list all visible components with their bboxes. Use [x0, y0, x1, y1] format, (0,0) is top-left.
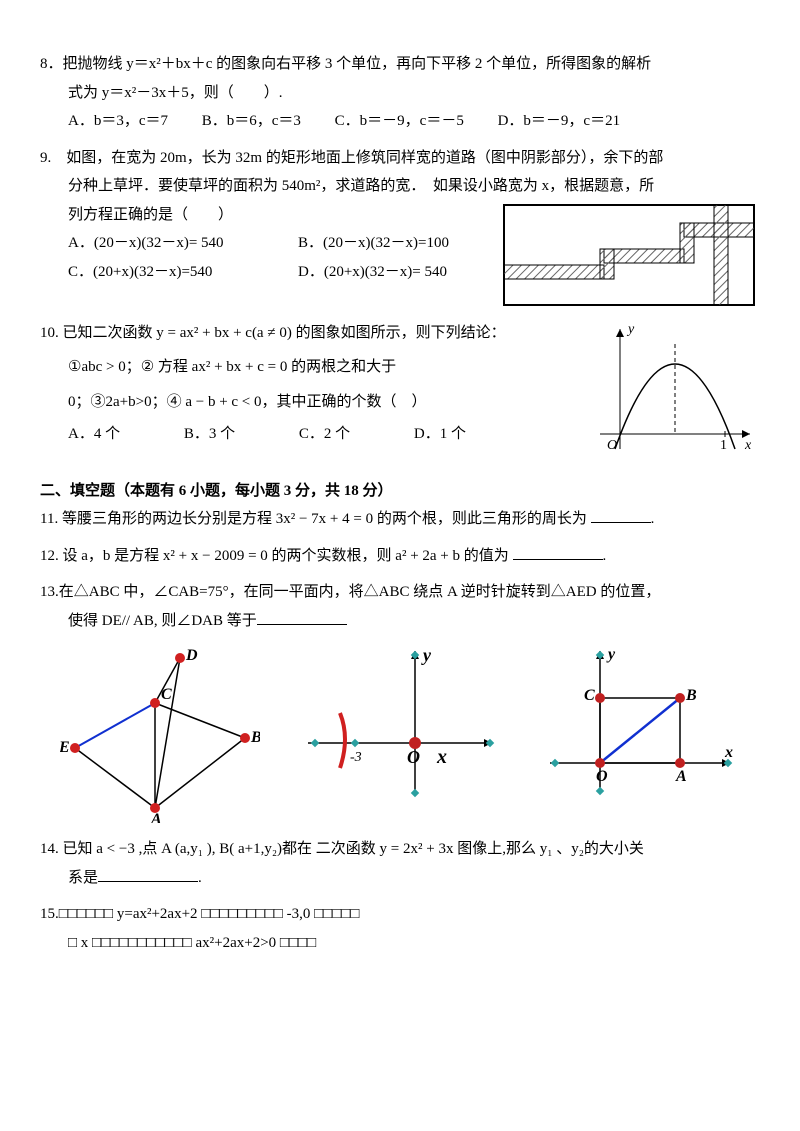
q9-optB: B．(20－x)(32－x)=100 — [298, 229, 449, 258]
q13-blank[interactable] — [257, 609, 347, 625]
q8-optA: A．b＝3，c＝7 — [68, 107, 168, 136]
svg-text:D: D — [185, 647, 198, 664]
q10-figure: O x y 1 — [590, 319, 760, 469]
q12-blank[interactable] — [513, 544, 603, 560]
q9-stem1: 如图，在宽为 20m，长为 32m 的矩形地面上修筑同样宽的道路（图中阴影部分）… — [66, 150, 663, 166]
q8-optD: D．b＝－9，c＝21 — [498, 107, 621, 136]
q10-stem2: ①abc > 0；② 方程 ax² + bx + c = 0 的两根之和大于 — [40, 353, 590, 382]
q9-optA: A．(20－x)(32－x)= 540 — [68, 229, 268, 258]
q11: 11. 等腰三角形的两边长分别是方程 3x² − 7x + 4 = 0 的两个根… — [40, 505, 760, 534]
q8-optB: B．b＝6，c＝3 — [202, 107, 301, 136]
road-diagram — [500, 201, 760, 311]
q13-line1: 在△ABC 中，∠CAB=75°，在同一平面内，将△ABC 绕点 A 逆时针旋转… — [59, 584, 661, 600]
q8: 8．把抛物线 y＝x²＋bx＋c 的图象向右平移 3 个单位，再向下平移 2 个… — [40, 50, 760, 136]
q8-stem2: 式为 y＝x²－3x＋5，则（ ）. — [40, 79, 760, 108]
parabola-graph: O x y 1 — [590, 319, 760, 469]
q9-optD: D．(20+x)(32－x)= 540 — [298, 258, 447, 287]
svg-text:y: y — [421, 645, 432, 665]
svg-text:E: E — [60, 739, 70, 756]
q9-num: 9. — [40, 150, 51, 166]
q10-line1: 10. 已知二次函数 y = ax² + bx + c(a ≠ 0) 的图象如图… — [40, 319, 590, 348]
q9-line1: 9. 如图，在宽为 20m，长为 32m 的矩形地面上修筑同样宽的道路（图中阴影… — [40, 144, 760, 173]
q10-optB: B．3 个 — [184, 420, 235, 449]
section2-header: 二、填空题（本题有 6 小题，每小题 3 分，共 18 分） — [40, 477, 760, 506]
q11-text: 等腰三角形的两边长分别是方程 3x² − 7x + 4 = 0 的两个根，则此三… — [62, 511, 587, 527]
q8-num: 8． — [40, 56, 63, 72]
q9-stem2: 分种上草坪．要使草坪的面积为 540m²，求道路的宽． 如果设小路宽为 x，根据… — [40, 172, 760, 201]
q10-stem1: 已知二次函数 y = ax² + bx + c(a ≠ 0) 的图象如图所示，则… — [63, 325, 506, 341]
q8-stem1: 把抛物线 y＝x²＋bx＋c 的图象向右平移 3 个单位，再向下平移 2 个单位… — [63, 56, 652, 72]
q10: 10. 已知二次函数 y = ax² + bx + c(a ≠ 0) 的图象如图… — [40, 319, 760, 469]
q14: 14. 已知 a < −3 ,点 A (a,y₁ ), B( a+1,y₂)都在… — [40, 835, 760, 892]
q12: 12. 设 a，b 是方程 x² + x − 2009 = 0 的两个实数根，则… — [40, 542, 760, 571]
q15-num: 15. — [40, 906, 59, 922]
q9-stem3: 列方程正确的是（ ） — [40, 201, 500, 230]
svg-text:1: 1 — [720, 438, 727, 453]
q13-figures: A B C D E x y O -3 O A B Cy x — [40, 643, 760, 823]
q10-optA: A．4 个 — [68, 420, 120, 449]
svg-text:O: O — [596, 768, 608, 785]
q13-num: 13. — [40, 584, 59, 600]
q8-options: A．b＝3，c＝7 B．b＝6，c＝3 C．b＝－9，c＝－5 D．b＝－9，c… — [40, 107, 760, 136]
svg-text:B: B — [250, 729, 260, 746]
q8-line1: 8．把抛物线 y＝x²＋bx＋c 的图象向右平移 3 个单位，再向下平移 2 个… — [40, 50, 760, 79]
q10-optD: D．1 个 — [414, 420, 466, 449]
svg-text:y: y — [626, 322, 635, 337]
q13-line2: 使得 DE// AB, 则∠DAB 等于 — [68, 613, 257, 629]
q10-options: A．4 个 B．3 个 C．2 个 D．1 个 — [40, 420, 590, 449]
rotation-figure: A B C D E — [60, 643, 260, 823]
q14-line1: 已知 a < −3 ,点 A (a,y₁ ), B( a+1,y₂)都在 二次函… — [63, 841, 644, 857]
svg-text:-3: -3 — [350, 750, 362, 765]
q14-line2: 系是 — [68, 870, 98, 886]
svg-text:A: A — [150, 811, 162, 823]
q15: 15.□□□□□□ y=ax²+2ax+2 □□□□□□□□□ -3,0 □□□… — [40, 900, 760, 957]
q11-blank[interactable] — [591, 507, 651, 523]
q12-num: 12. — [40, 548, 59, 564]
q13: 13.在△ABC 中，∠CAB=75°，在同一平面内，将△ABC 绕点 A 逆时… — [40, 578, 760, 635]
svg-text:C: C — [584, 687, 595, 704]
q15-line2: □ x □□□□□□□□□□□ ax²+2ax+2>0 □□□□ — [40, 929, 760, 958]
q9-options: A．(20－x)(32－x)= 540 B．(20－x)(32－x)=100 C．… — [40, 229, 500, 286]
square-figure: O A B Cy x — [540, 643, 740, 803]
svg-text:C: C — [161, 686, 172, 703]
svg-text:B: B — [685, 687, 697, 704]
svg-text:x: x — [724, 744, 733, 761]
svg-text:x: x — [436, 746, 447, 768]
svg-text:A: A — [675, 768, 687, 785]
q14-num: 14. — [40, 841, 59, 857]
q15-line1: □□□□□□ y=ax²+2ax+2 □□□□□□□□□ -3,0 □□□□□ — [59, 906, 360, 922]
svg-text:x: x — [744, 438, 752, 453]
q10-optC: C．2 个 — [299, 420, 350, 449]
q12-text: 设 a，b 是方程 x² + x − 2009 = 0 的两个实数根，则 a² … — [63, 548, 509, 564]
q9-optC: C．(20+x)(32－x)=540 — [68, 258, 268, 287]
q10-num: 10. — [40, 325, 59, 341]
svg-text:O: O — [407, 747, 420, 767]
svg-text:y: y — [606, 646, 616, 663]
q10-stem3: 0；③2a+b>0；④ a − b + c < 0，其中正确的个数（ ） — [40, 388, 590, 417]
q11-num: 11. — [40, 511, 58, 527]
q14-blank[interactable] — [98, 866, 198, 882]
q9: 9. 如图，在宽为 20m，长为 32m 的矩形地面上修筑同样宽的道路（图中阴影… — [40, 144, 760, 311]
q8-optC: C．b＝－9，c＝－5 — [335, 107, 464, 136]
parabola-axis-figure: x y O -3 — [300, 643, 500, 803]
q9-figure — [500, 201, 760, 311]
